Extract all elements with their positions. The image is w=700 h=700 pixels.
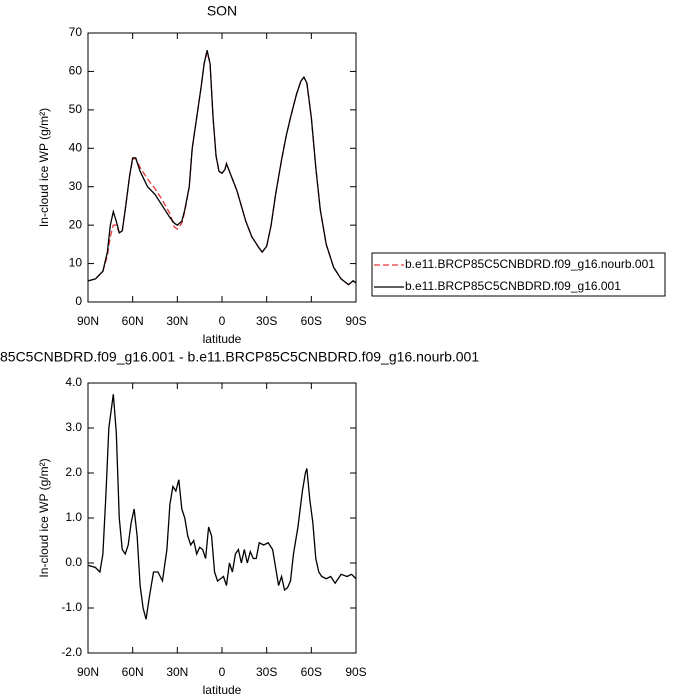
chart-title: SON — [207, 3, 237, 19]
legend-label: b.e11.BRCP85C5CNBDRD.f09_g16.001 — [405, 279, 621, 293]
x-tick-label: 90N — [77, 314, 99, 328]
chart-title: 85C5CNBDRD.f09_g16.001 - b.e11.BRCP85C5C… — [0, 349, 479, 365]
x-tick-label: 0 — [219, 314, 226, 328]
x-tick-label: 30S — [256, 314, 277, 328]
x-axis-label: latitude — [203, 683, 242, 697]
plot-frame — [87, 382, 357, 654]
y-tick-label: 60 — [69, 64, 83, 78]
data-line — [87, 394, 357, 620]
x-tick-label: 30S — [256, 665, 277, 679]
legend-label: b.e11.BRCP85C5CNBDRD.f09_g16.nourb.001 — [405, 257, 655, 271]
y-axis-label: In-cloud ice WP (g/m²) — [37, 108, 51, 227]
x-axis-label: latitude — [203, 332, 242, 346]
y-tick-label: -1.0 — [61, 600, 82, 614]
x-tick-label: 90N — [77, 665, 99, 679]
y-axis-label: In-cloud ice WP (g/m²) — [37, 458, 51, 577]
y-tick-label: 10 — [69, 256, 83, 270]
y-tick-label: 70 — [69, 25, 83, 39]
data-line — [87, 50, 357, 286]
plot-frame — [87, 32, 357, 303]
y-tick-label: 50 — [69, 102, 83, 116]
y-tick-label: 1.0 — [65, 510, 82, 524]
y-tick-label: 4.0 — [65, 375, 82, 389]
y-tick-label: 2.0 — [65, 465, 82, 479]
x-tick-label: 60S — [301, 314, 322, 328]
y-tick-label: 40 — [69, 140, 83, 154]
x-tick-label: 90S — [345, 314, 366, 328]
x-tick-label: 90S — [345, 665, 366, 679]
y-tick-label: 30 — [69, 179, 83, 193]
legend-box — [371, 252, 666, 297]
x-tick-label: 30N — [166, 665, 188, 679]
x-tick-label: 0 — [219, 665, 226, 679]
x-tick-label: 30N — [166, 314, 188, 328]
y-tick-label: -2.0 — [61, 645, 82, 659]
y-tick-label: 3.0 — [65, 420, 82, 434]
y-tick-label: 0.0 — [65, 555, 82, 569]
y-tick-label: 0 — [75, 294, 82, 308]
y-tick-label: 20 — [69, 217, 83, 231]
x-tick-label: 60S — [301, 665, 322, 679]
x-tick-label: 60N — [122, 314, 144, 328]
x-tick-label: 60N — [122, 665, 144, 679]
